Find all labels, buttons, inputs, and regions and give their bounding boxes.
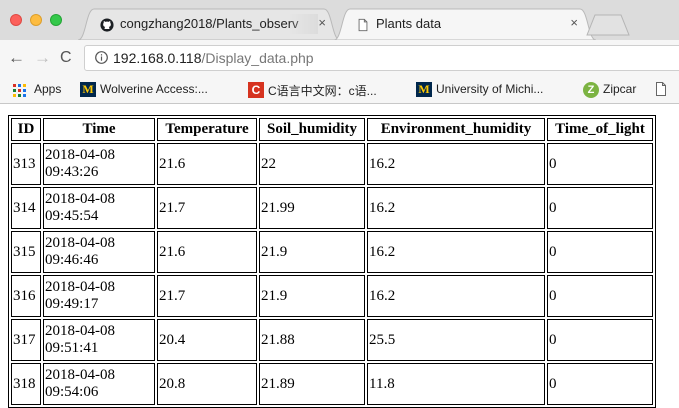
bookmark-label: Apps xyxy=(34,82,62,96)
cell-soil-humidity: 21.88 xyxy=(259,319,365,361)
cell-date: 2018-04-08 xyxy=(45,323,115,339)
cell-temperature: 21.6 xyxy=(157,231,257,273)
cell-date: 2018-04-08 xyxy=(45,235,115,251)
table-row: 315 2018-04-08 09:46:46 21.6 21.9 16.2 0 xyxy=(11,231,653,273)
cell-time-of-light: 0 xyxy=(547,231,653,273)
tab-close-button[interactable]: × xyxy=(318,15,326,30)
page-icon xyxy=(358,18,368,32)
table-row: 313 2018-04-08 09:43:26 21.6 22 16.2 0 xyxy=(11,143,653,185)
column-header-time: Time xyxy=(43,118,155,141)
bookmark-label: Zipcar xyxy=(603,82,637,96)
tab-github[interactable]: congzhang2018/Plants_observ × xyxy=(78,8,340,40)
cell-time: 2018-04-08 09:49:17 xyxy=(43,275,155,317)
tab-title: congzhang2018/Plants_observ xyxy=(120,16,299,31)
tab-shape xyxy=(78,8,340,40)
cell-soil-humidity: 21.9 xyxy=(259,231,365,273)
column-header-time-of-light: Time_of_light xyxy=(547,118,653,141)
table-row: 314 2018-04-08 09:45:54 21.7 21.99 16.2 0 xyxy=(11,187,653,229)
cell-date: 2018-04-08 xyxy=(45,191,115,207)
page-content: ID Time Temperature Soil_humidity Enviro… xyxy=(0,104,679,408)
zipcar-icon: Z xyxy=(583,82,599,98)
plants-data-table: ID Time Temperature Soil_humidity Enviro… xyxy=(8,115,656,408)
cell-environment-humidity: 16.2 xyxy=(367,143,545,185)
cell-id: 315 xyxy=(11,231,41,273)
cell-time-of-light: 0 xyxy=(547,143,653,185)
cell-environment-humidity: 25.5 xyxy=(367,319,545,361)
cell-clock: 09:54:06 xyxy=(45,384,99,400)
bookmark-label: University of Michi... xyxy=(436,82,544,96)
cell-time-of-light: 0 xyxy=(547,275,653,317)
c-language-icon: C xyxy=(248,82,264,98)
cell-temperature: 20.8 xyxy=(157,363,257,405)
cell-clock: 09:43:26 xyxy=(45,164,99,180)
cell-environment-humidity: 11.8 xyxy=(367,363,545,405)
tab-shape xyxy=(334,8,596,40)
apps-grid-icon xyxy=(13,84,26,97)
umich-m-icon: M xyxy=(80,82,96,97)
cell-environment-humidity: 16.2 xyxy=(367,187,545,229)
cell-temperature: 21.6 xyxy=(157,143,257,185)
cell-environment-humidity: 16.2 xyxy=(367,231,545,273)
bookmarks-bar: Apps M Wolverine Access:... C C语言中文网：c语.… xyxy=(0,76,679,104)
close-window-button[interactable] xyxy=(10,14,22,26)
cell-time-of-light: 0 xyxy=(547,319,653,361)
column-header-temperature: Temperature xyxy=(157,118,257,141)
cell-date: 2018-04-08 xyxy=(45,367,115,383)
new-tab-button[interactable] xyxy=(586,14,630,36)
cell-temperature: 20.4 xyxy=(157,319,257,361)
bookmark-label: Wolverine Access:... xyxy=(100,82,208,96)
cell-soil-humidity: 21.9 xyxy=(259,275,365,317)
cell-time: 2018-04-08 09:54:06 xyxy=(43,363,155,405)
cell-id: 317 xyxy=(11,319,41,361)
table-row: 317 2018-04-08 09:51:41 20.4 21.88 25.5 0 xyxy=(11,319,653,361)
cell-clock: 09:49:17 xyxy=(45,296,99,312)
cell-id: 318 xyxy=(11,363,41,405)
cell-temperature: 21.7 xyxy=(157,187,257,229)
cell-soil-humidity: 21.89 xyxy=(259,363,365,405)
info-icon[interactable] xyxy=(95,51,108,64)
minimize-window-button[interactable] xyxy=(30,14,42,26)
cell-soil-humidity: 21.99 xyxy=(259,187,365,229)
bookmark-label: C语言中文网：c语... xyxy=(268,84,377,98)
tab-plants-data[interactable]: Plants data × xyxy=(334,8,596,40)
cell-id: 313 xyxy=(11,143,41,185)
column-header-soil-humidity: Soil_humidity xyxy=(259,118,365,141)
url-text: 192.168.0.118/Display_data.php xyxy=(113,50,314,66)
cell-id: 316 xyxy=(11,275,41,317)
column-header-environment-humidity: Environment_humidity xyxy=(367,118,545,141)
cell-time: 2018-04-08 09:51:41 xyxy=(43,319,155,361)
url-path: /Display_data.php xyxy=(201,50,314,66)
cell-clock: 09:51:41 xyxy=(45,340,99,356)
bookmark-page-icon[interactable] xyxy=(655,81,667,97)
url-host: 192.168.0.118 xyxy=(113,50,202,66)
table-row: 318 2018-04-08 09:54:06 20.8 21.89 11.8 0 xyxy=(11,363,653,405)
cell-id: 314 xyxy=(11,187,41,229)
tab-strip: congzhang2018/Plants_observ × Plants dat… xyxy=(0,0,679,40)
back-button[interactable]: ← xyxy=(8,48,25,67)
address-bar[interactable]: 192.168.0.118/Display_data.php xyxy=(84,45,679,71)
cell-date: 2018-04-08 xyxy=(45,279,115,295)
tab-title: Plants data xyxy=(376,16,442,31)
cell-time: 2018-04-08 09:45:54 xyxy=(43,187,155,229)
cell-time: 2018-04-08 09:43:26 xyxy=(43,143,155,185)
forward-button[interactable]: → xyxy=(34,48,51,67)
github-icon xyxy=(100,18,114,32)
cell-time-of-light: 0 xyxy=(547,363,653,405)
zoom-window-button[interactable] xyxy=(50,14,62,26)
cell-time: 2018-04-08 09:46:46 xyxy=(43,231,155,273)
cell-environment-humidity: 16.2 xyxy=(367,275,545,317)
cell-temperature: 21.7 xyxy=(157,275,257,317)
table-row: 316 2018-04-08 09:49:17 21.7 21.9 16.2 0 xyxy=(11,275,653,317)
cell-date: 2018-04-08 xyxy=(45,147,115,163)
cell-time-of-light: 0 xyxy=(547,187,653,229)
cell-clock: 09:45:54 xyxy=(45,208,99,224)
reload-button[interactable]: C xyxy=(60,49,72,66)
table-header-row: ID Time Temperature Soil_humidity Enviro… xyxy=(11,118,653,141)
column-header-id: ID xyxy=(11,118,41,141)
tab-close-button[interactable]: × xyxy=(570,15,578,30)
umich-m-icon: M xyxy=(416,82,432,97)
cell-clock: 09:46:46 xyxy=(45,252,99,268)
cell-soil-humidity: 22 xyxy=(259,143,365,185)
